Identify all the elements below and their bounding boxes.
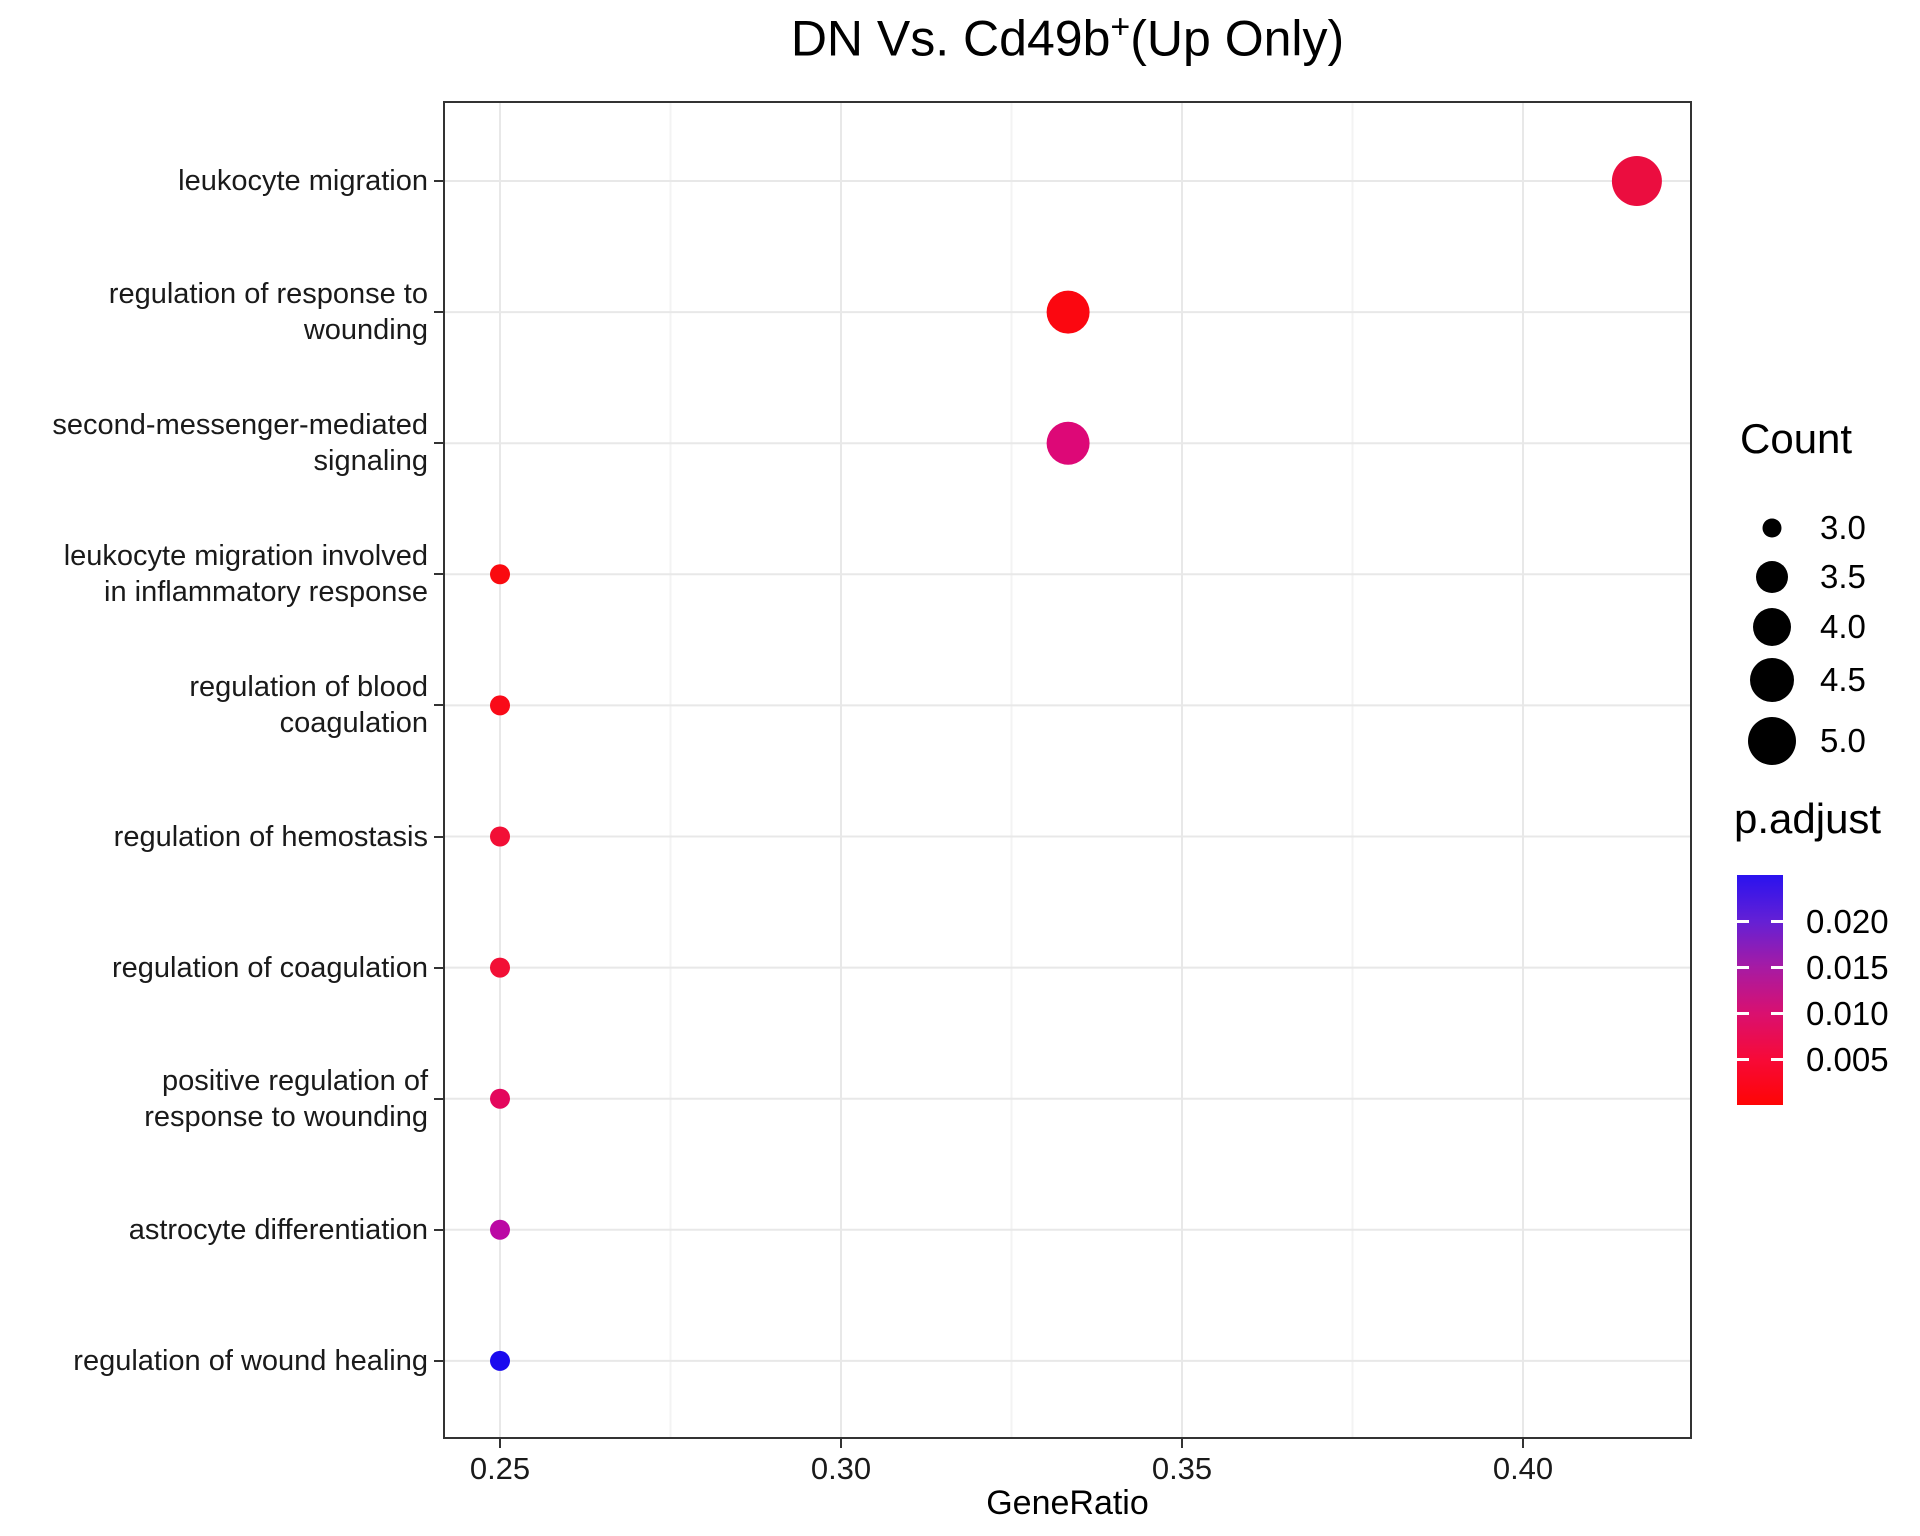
count-legend-dot [1753,608,1791,646]
count-legend-title: Count [1740,415,1853,462]
y-axis-category-label: regulation of response to wounding [108,278,428,347]
padjust-colorbar-tick [1771,1012,1783,1016]
y-axis-tick [434,704,443,707]
y-axis-category-label: astrocyte differentiation [128,1213,428,1246]
count-legend-label: 3.5 [1820,558,1866,595]
count-legend-label: 5.0 [1820,722,1866,759]
count-legend-label: 4.5 [1820,661,1866,698]
data-point [490,1088,510,1109]
x-axis-tick-label: 0.25 [469,1451,531,1486]
y-axis-tick [434,311,443,314]
y-axis-category-label: regulation of hemostasis [113,820,428,853]
data-point [1046,290,1090,334]
x-axis-tick [1181,1439,1183,1448]
plot-panel [443,101,1692,1439]
y-axis-category-label: positive regulation of response to woundi… [144,1064,428,1133]
y-axis-tick [434,1097,443,1100]
padjust-colorbar [1737,875,1783,1105]
data-point [490,695,510,716]
count-legend-dot [1762,518,1782,538]
data-point [490,1350,510,1371]
data-point [490,1219,510,1240]
data-point [1046,421,1090,465]
padjust-legend-label: 0.005 [1806,1040,1889,1078]
count-legend-dot [1748,717,1796,765]
count-legend-dot [1756,561,1788,593]
x-axis-tick [499,1439,501,1448]
padjust-colorbar-tick [1771,920,1783,924]
padjust-colorbar-tick [1771,966,1783,970]
y-axis-category-label: second-messenger-mediated signaling [52,409,428,478]
padjust-legend-label: 0.020 [1806,902,1889,940]
data-point [490,564,510,585]
y-axis-tick [434,835,443,838]
y-axis-category-label: regulation of coagulation [111,951,428,984]
chart-title: DN Vs. Cd49b+(Up Only) [443,8,1692,68]
y-axis-tick [434,573,443,576]
padjust-legend-label: 0.010 [1806,994,1889,1032]
data-point [1611,156,1662,206]
padjust-colorbar-tick [1771,1058,1783,1062]
panel-border [443,101,1692,1439]
y-axis-tick [434,442,443,445]
chart-title-superscript: + [1110,8,1131,46]
padjust-colorbar-tick [1737,1012,1749,1016]
x-axis-title: GeneRatio [986,1484,1149,1522]
padjust-colorbar-tick [1737,1058,1749,1062]
y-axis-category-label: leukocyte migration [178,165,428,197]
x-axis-tick [840,1439,842,1448]
count-legend-dot [1750,658,1794,702]
x-axis-tick-label: 0.35 [1151,1451,1213,1486]
padjust-colorbar-tick [1737,966,1749,970]
x-axis-tick-label: 0.40 [1492,1451,1554,1486]
y-axis-category-label: leukocyte migration involved in inflammat… [63,540,428,609]
x-axis-tick-label: 0.30 [810,1451,872,1486]
y-axis-category-label: regulation of blood coagulation [189,671,428,740]
chart-title-prefix: DN Vs. Cd49b [790,10,1111,67]
plot-area [443,101,1692,1439]
y-axis-tick [434,180,443,182]
y-axis-category-label: regulation of wound healing [73,1344,428,1377]
chart-title-suffix: (Up Only) [1130,10,1345,67]
padjust-colorbar-tick [1737,920,1749,924]
padjust-legend-title: p.adjust [1734,795,1882,842]
data-point [490,957,510,978]
count-legend-label: 4.0 [1820,608,1866,645]
y-axis-tick [434,1359,443,1362]
y-axis-tick [434,1228,443,1231]
padjust-legend-label: 0.015 [1806,948,1889,986]
y-axis-tick [434,966,443,969]
x-axis-tick [1522,1439,1524,1448]
data-point [490,826,510,847]
count-legend-label: 3.0 [1820,509,1866,546]
